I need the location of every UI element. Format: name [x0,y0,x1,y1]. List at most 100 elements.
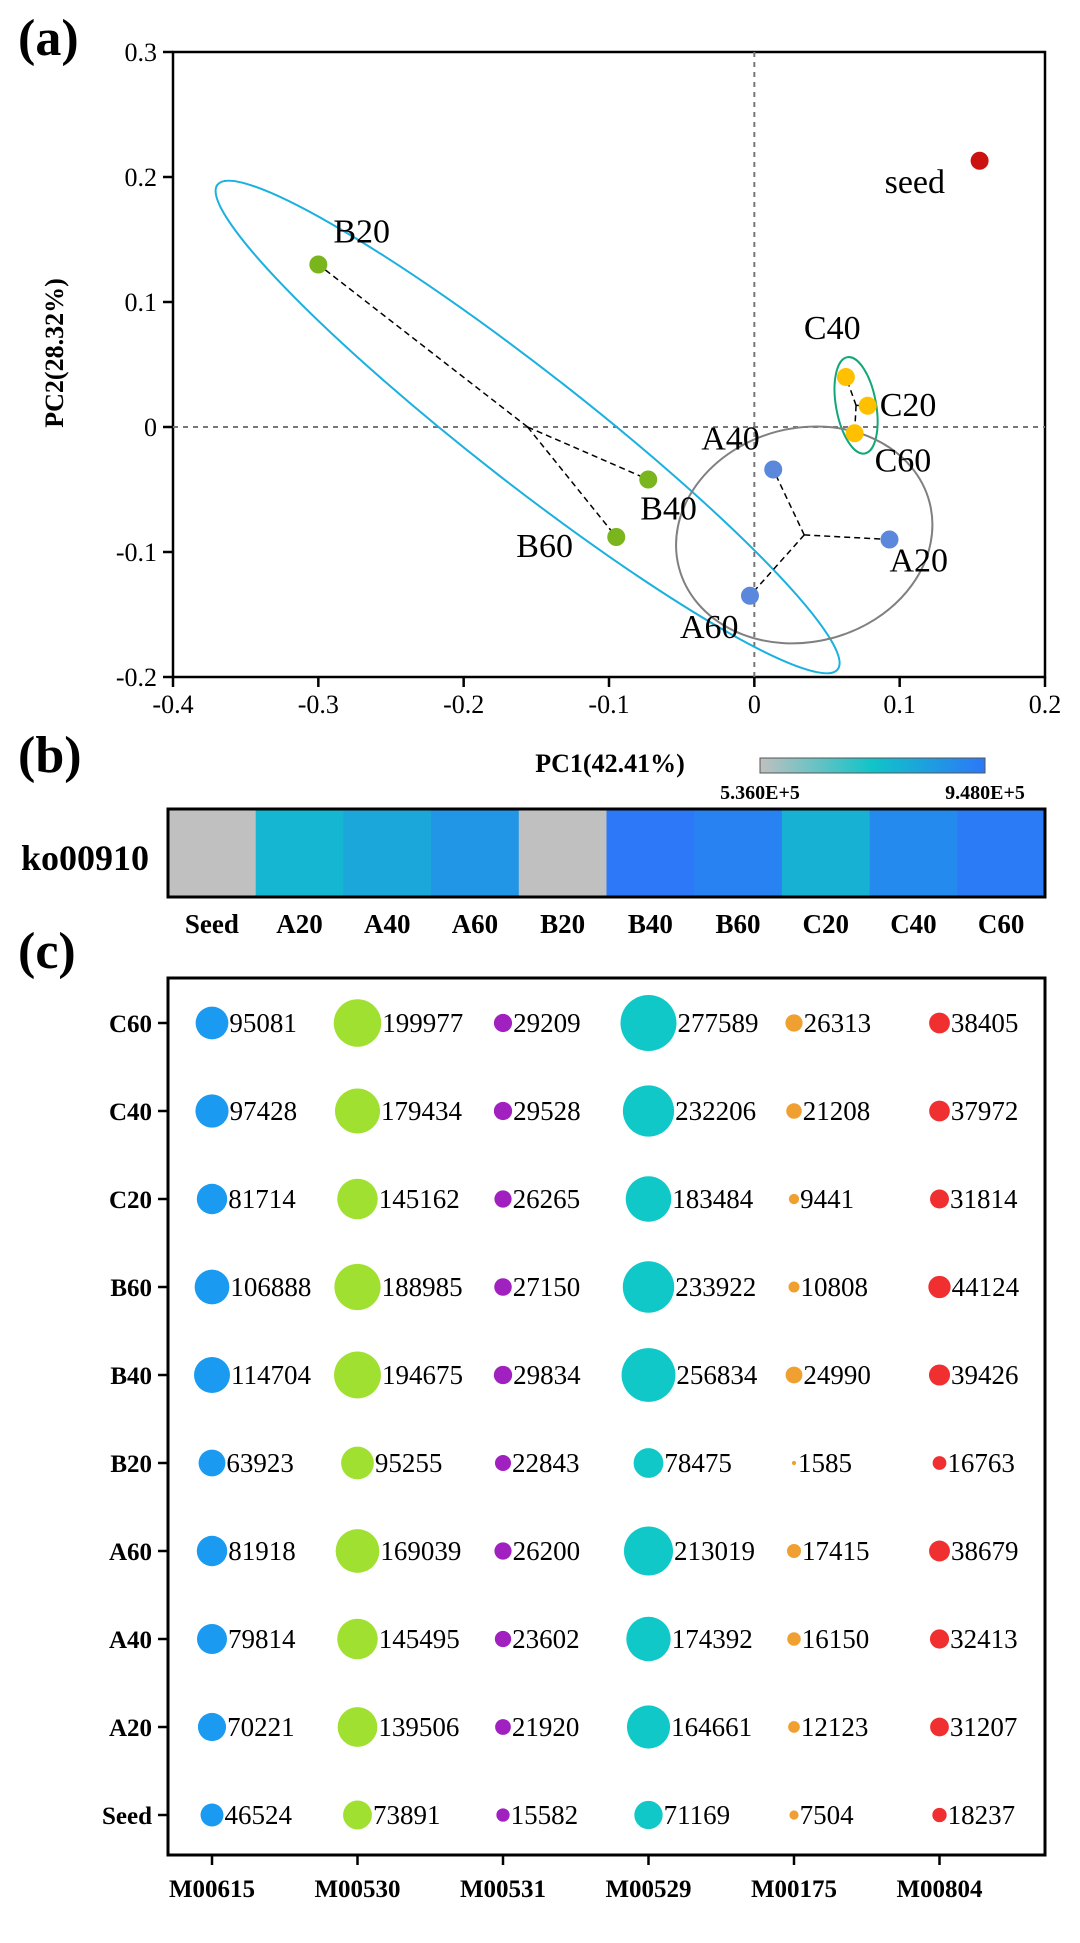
bubble-b60-m00529 [622,1261,675,1313]
pca-x-tick-label: -0.4 [152,690,193,719]
bubble-value: 16763 [947,1448,1015,1478]
bubble-value: 10808 [801,1272,869,1302]
colorbar-max-label: 9.480E+5 [945,782,1025,804]
heatmap-cell-seed [168,809,257,897]
bubble-a40-m00530 [337,1618,378,1660]
heatmap: Seed A20 A40 A60 B20 B40 B60 C20 C40 C60 [166,807,1047,939]
bubble-b20-m00615 [198,1449,226,1477]
bubble-seed-m00531 [496,1808,510,1822]
bubble-b40-m00615 [194,1357,230,1393]
bubble-x-label: M00804 [896,1876,983,1903]
bubble-value: 183484 [672,1184,754,1214]
bubble-value: 169039 [380,1536,461,1566]
bubble-b20-m00530 [341,1446,374,1480]
bubble-c40-m00531 [493,1101,513,1121]
bubble-value: 29528 [513,1096,581,1126]
bubble-value: 73891 [373,1800,441,1830]
bubble-value: 194675 [382,1360,463,1390]
bubble-value: 95081 [229,1008,296,1038]
bubble-value: 78475 [664,1448,732,1478]
pca-x-axis-title: PC1(42.41%) [535,749,684,778]
heatmap-cell-b20 [518,809,607,897]
bubble-value: 70221 [227,1712,294,1742]
bubble-c20-m00615 [196,1183,228,1215]
pca-y-tick-label: -0.1 [116,538,157,567]
pca-x-tick-label: -0.2 [443,690,484,719]
bubble-a60-m00531 [494,1542,512,1560]
point-a20 [880,530,899,549]
group-b-spoke [527,426,617,538]
point-seed [970,151,989,170]
bubble-value: 232206 [675,1096,756,1126]
pca-x-tick-label: 0.1 [883,690,916,719]
bubble-c60-m00530 [333,999,382,1047]
bubble-y-label: C20 [109,1187,152,1214]
bubble-value: 23602 [512,1624,580,1654]
bubble-value: 24990 [803,1360,871,1390]
bubble-value: 106888 [230,1272,311,1302]
bubble-value: 139506 [378,1712,459,1742]
bubble-y-label: A60 [109,1539,152,1566]
bubble-value: 1585 [798,1448,852,1478]
bubble-value: 79814 [228,1624,296,1654]
heatmap-cell-b60 [694,809,783,897]
point-label-b40: B40 [640,491,697,528]
bubble-c40-m00615 [195,1094,229,1128]
group-a-spoke [804,534,890,541]
bubble-x-label: M00530 [314,1876,400,1903]
bubble-seed-m00804 [932,1807,947,1823]
bubble-value: 97428 [230,1096,298,1126]
bubble-a60-m00530 [335,1529,380,1573]
bubble-y-label: B20 [110,1451,152,1478]
bubble-value: 22843 [512,1448,580,1478]
bubble-value: 29209 [513,1008,581,1038]
heatmap-cell-b40 [606,809,695,897]
heatmap-col-label: B60 [716,909,761,939]
bubble-c40-m00804 [929,1100,950,1122]
heatmap-cell-a40 [343,809,432,897]
bubble-a20-m00804 [930,1717,949,1737]
panel-a-label: (a) [18,10,79,67]
bubble-seed-m00175 [789,1810,799,1820]
bubble-y-label: Seed [102,1803,152,1830]
bubble-a40-m00615 [196,1623,228,1655]
bubble-b20-m00529 [633,1448,664,1478]
bubble-value: 188985 [382,1272,463,1302]
group-b-ellipse [214,179,841,675]
bubble-y-label: C60 [109,1011,152,1038]
bubble-a40-m00529 [626,1616,671,1662]
bubble-value: 199977 [382,1008,463,1038]
bubble-b60-m00530 [334,1263,381,1311]
panel-b-label: (b) [18,727,82,784]
pca-y-axis-title: PC2(28.32%) [40,278,69,427]
pca-plot: -0.4 -0.3 -0.2 -0.1 0 0.1 0.2 -0.2 -0.1 0 0.1 0.2 0.… [116,38,1061,719]
pca-y-tick-label: 0.1 [125,288,158,317]
bubble-value: 26200 [513,1536,581,1566]
bubble-value: 31207 [950,1712,1018,1742]
heatmap-col-label: B20 [540,909,585,939]
bubble-seed-m00529 [634,1800,663,1830]
point-c20 [858,396,877,415]
bubble-c40-m00175 [786,1103,802,1119]
heatmap-col-label: C20 [803,909,850,939]
point-label-c20: C20 [880,387,937,424]
bubble-a40-m00804 [929,1629,950,1649]
bubble-value: 38405 [951,1008,1019,1038]
colorbar [759,757,986,774]
bubble-y-label: A20 [109,1715,152,1742]
bubble-value: 26313 [804,1008,872,1038]
point-label-b60: B60 [516,528,573,565]
bubble-value: 17415 [802,1536,870,1566]
bubble-b40-m00804 [928,1364,951,1386]
bubble-a60-m00175 [786,1543,802,1559]
bubble-value: 37972 [951,1096,1019,1126]
heatmap-col-label: C40 [890,909,937,939]
bubble-value: 71169 [664,1800,731,1830]
bubble-c60-m00531 [493,1013,513,1033]
bubble-x-label: M00531 [460,1876,546,1903]
bubble-b60-m00175 [788,1281,800,1293]
heatmap-col-label: A60 [452,909,499,939]
bubble-value: 9441 [800,1184,854,1214]
bubble-c60-m00175 [785,1014,803,1032]
